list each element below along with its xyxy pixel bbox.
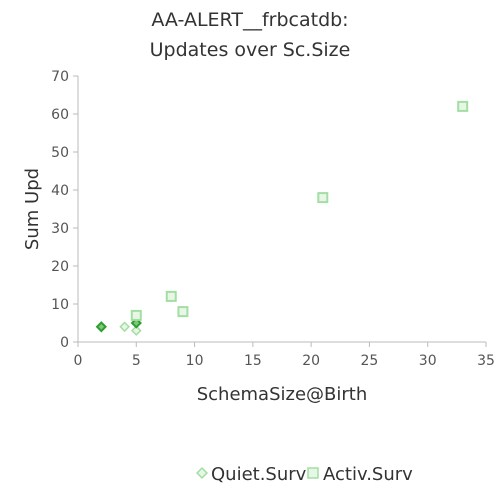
x-axis-title: SchemaSize@Birth [197, 384, 368, 405]
legend-label-activ-surv: Activ.Surv [323, 464, 413, 485]
data-point-quiet-surv[interactable] [119, 321, 130, 333]
x-tick-label: 10 [186, 353, 204, 369]
y-axis-ticks: 0 10 20 30 40 50 60 70 [51, 69, 78, 351]
data-point-activ-surv[interactable] [165, 290, 177, 302]
y-tick-label: 50 [51, 145, 69, 161]
y-tick-label: 60 [51, 107, 69, 123]
x-tick-label: 20 [302, 353, 320, 369]
chart-title: AA-ALERT__frbcatdb: [151, 9, 348, 31]
y-tick-label: 20 [51, 259, 69, 275]
legend-label-quiet-surv: Quiet.Surv [211, 464, 307, 485]
data-point-quiet-surv[interactable] [95, 321, 107, 333]
square-marker-icon [307, 467, 319, 479]
y-axis-title: Sum Upd [22, 168, 43, 250]
data-point-quiet-surv[interactable] [130, 325, 142, 336]
y-tick-label: 10 [51, 297, 69, 313]
legend-item-quiet-surv[interactable]: Quiet.Surv [195, 464, 307, 485]
diamond-marker-icon [195, 466, 209, 480]
data-point-activ-surv[interactable] [457, 100, 469, 112]
y-tick-label: 40 [51, 183, 69, 199]
data-point-activ-surv[interactable] [177, 306, 189, 318]
x-tick-label: 25 [361, 353, 379, 369]
x-tick-label: 30 [419, 353, 437, 369]
x-tick-label: 0 [74, 353, 83, 369]
legend: Quiet.Surv Activ.Surv [195, 464, 413, 485]
x-tick-label: 15 [244, 353, 262, 369]
legend-item-activ-surv[interactable]: Activ.Surv [307, 464, 413, 485]
y-tick-label: 70 [51, 69, 69, 85]
data-point-activ-surv[interactable] [130, 309, 142, 321]
x-tick-label: 35 [477, 353, 495, 369]
y-tick-label: 0 [60, 335, 69, 351]
x-axis-ticks: 0 5 10 15 20 25 30 35 [74, 342, 495, 369]
chart-subtitle: Updates over Sc.Size [150, 39, 351, 61]
data-point-activ-surv[interactable] [317, 192, 329, 204]
x-tick-label: 5 [132, 353, 141, 369]
y-tick-label: 30 [51, 221, 69, 237]
data-points [95, 100, 469, 336]
